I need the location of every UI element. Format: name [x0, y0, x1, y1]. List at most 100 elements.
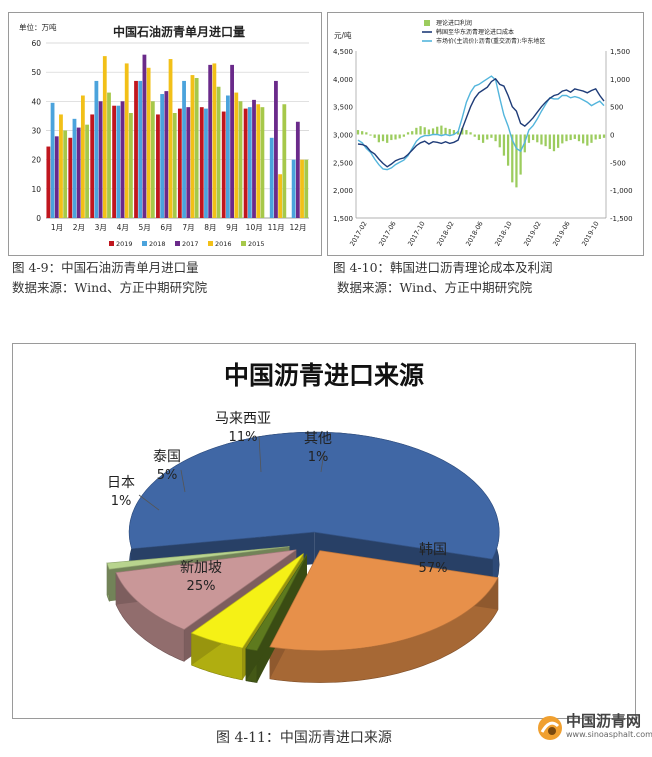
profit-bar — [473, 134, 476, 137]
profit-bar — [373, 134, 376, 138]
bar-2015-5 — [150, 101, 155, 218]
pie-leader-line — [258, 435, 262, 473]
profit-bar — [436, 126, 439, 135]
fig9-caption: 图 4-9：中国石油沥青单月进口量 — [12, 260, 199, 275]
bar-2019-8 — [199, 107, 204, 218]
bar-2017-12 — [295, 121, 300, 218]
line-ytick-right: 0 — [610, 132, 614, 140]
bar-ytick-label: 60 — [31, 39, 41, 48]
profit-bar — [481, 134, 485, 143]
profit-bar — [502, 134, 506, 156]
bar-2018-2 — [72, 118, 77, 218]
line-ytick-left: 2,500 — [333, 159, 353, 167]
bar-2018-6 — [160, 94, 165, 218]
profit-bar — [356, 130, 360, 135]
line-series-path — [357, 75, 605, 171]
bar-2015-7 — [194, 78, 199, 218]
fig11-caption: 图 4-11：中国沥青进口来源 — [216, 730, 392, 746]
pie-label-name: 新加坡 — [180, 560, 222, 576]
line-legend-label: 韩国至华东沥青理论进口成本 — [436, 28, 514, 36]
profit-bar — [369, 134, 372, 136]
bar-legend-swatch-2019 — [109, 241, 114, 246]
pie-label-name: 日本 — [107, 475, 135, 491]
bar-2017-5 — [142, 54, 147, 218]
line-ytick-right: 1,500 — [610, 48, 630, 56]
bar-xtick-label: 10月 — [246, 223, 263, 232]
profit-bar — [536, 134, 539, 143]
profit-bar — [515, 134, 518, 188]
bar-2016-4 — [124, 63, 129, 218]
bar-xtick-label: 11月 — [268, 223, 285, 232]
bar-2019-10 — [243, 108, 248, 218]
profit-bar — [511, 134, 514, 183]
bar-2018-7 — [182, 80, 186, 219]
bar-2018-5 — [138, 80, 143, 219]
profit-bar — [573, 134, 576, 139]
pie-slice-2 — [269, 550, 499, 651]
korea-import-cost-panel: 元/吨 1,500 2,000 2,500 3,000 3,500 4,000 4,500 -… — [327, 12, 644, 256]
bar-2016-2 — [80, 95, 85, 218]
line-ytick-right: -1,000 — [610, 187, 633, 195]
profit-bar — [386, 134, 389, 143]
pie-label-name: 韩国 — [419, 542, 447, 558]
profit-bar — [461, 127, 464, 135]
bar-2018-1 — [50, 102, 55, 218]
bar-2019-6 — [156, 114, 160, 218]
bar-2019-9 — [221, 111, 226, 218]
pie-label-percent: 25% — [187, 579, 216, 594]
pie-label-percent: 11% — [229, 430, 258, 445]
bar-xtick-label: 7月 — [182, 223, 194, 232]
line-series-path — [357, 77, 605, 168]
line-xtick-label: 2017-02 — [348, 220, 369, 248]
line-ytick-left: 3,000 — [333, 132, 353, 140]
profit-bar — [365, 132, 368, 135]
bar-2015-10 — [260, 107, 265, 218]
line-xtick-label: 2017-06 — [377, 220, 398, 248]
profit-bar — [440, 125, 443, 135]
bar-legend-swatch-2015 — [241, 241, 246, 246]
bar-2017-7 — [186, 107, 191, 218]
line-ytick-left: 1,500 — [333, 215, 353, 223]
profit-bar — [506, 134, 510, 166]
bar-2015-9 — [238, 101, 243, 218]
bar-xtick-label: 5月 — [138, 223, 150, 232]
profit-bar — [577, 134, 581, 142]
bar-ytick-label: 10 — [31, 185, 41, 194]
pie-label-percent: 1% — [308, 450, 329, 465]
bar-2016-11 — [278, 174, 283, 218]
line-ytick-left: 4,000 — [333, 76, 353, 84]
pie-label-percent: 1% — [111, 494, 132, 509]
bar-2017-11 — [274, 80, 278, 219]
bar-2016-8 — [212, 63, 217, 218]
profit-bar — [415, 127, 418, 135]
fig10-source: 数据来源：Wind、方正中期研究院 — [337, 280, 533, 295]
pie-wall-3 — [245, 554, 307, 681]
profit-bar — [594, 134, 597, 140]
line-legend-label: 市场价(主流价):沥青(重交沥青):华东地区 — [436, 37, 545, 45]
bar-2015-6 — [172, 113, 177, 218]
bar-legend-swatch-2016 — [208, 241, 213, 246]
bar-ytick-label: 0 — [36, 214, 41, 223]
monthly-imports-chart: 中国石油沥青单月进口量 单位：万吨 0 10 20 30 40 50 60 1月 2月 3月 4月… — [19, 22, 309, 248]
profit-bar — [544, 134, 547, 147]
line-xtick-label: 2018-02 — [435, 220, 456, 248]
bar-2019-4 — [112, 105, 117, 218]
bar-2016-10 — [256, 104, 261, 218]
profit-bar — [402, 134, 405, 137]
profit-bar — [390, 134, 393, 141]
pie-slice-1 — [128, 431, 500, 560]
profit-bar — [565, 134, 568, 142]
bar-legend-label: 2018 — [149, 240, 166, 248]
profit-bar — [498, 134, 501, 148]
bar-2018-12 — [291, 159, 296, 218]
line-xtick-label: 2018-06 — [464, 220, 485, 248]
bar-2015-8 — [216, 86, 221, 218]
line-chart-ylabel-left: 元/吨 — [334, 30, 352, 40]
bar-xtick-label: 9月 — [226, 223, 238, 232]
bar-2019-3 — [90, 114, 95, 218]
bar-2018-8 — [204, 108, 208, 218]
bar-chart-title: 中国石油沥青单月进口量 — [113, 24, 245, 39]
bar-2017-3 — [98, 101, 103, 218]
profit-bar — [582, 134, 585, 144]
bar-legend-label: 2015 — [248, 240, 265, 248]
